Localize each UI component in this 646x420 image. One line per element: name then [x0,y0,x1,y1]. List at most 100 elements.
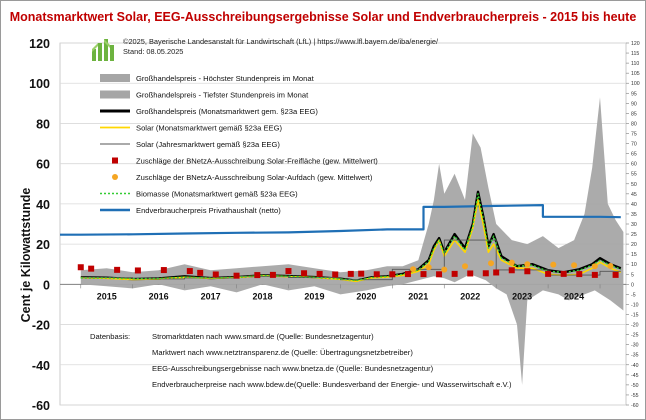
y-tick-label-right: -60 [631,403,639,409]
price-band [80,97,624,385]
y-tick-label-right: 30 [631,222,637,228]
y-tick-label-right: 5 [631,272,634,278]
y-tick-label-right: 75 [631,132,637,138]
y-tick-label-right: -15 [631,313,639,319]
datenbasis-line-4: Endverbraucherpreise nach www.bdew.de(Qu… [152,380,512,389]
point-freiflaeche [420,271,427,278]
y-tick-label-right: 60 [631,162,637,168]
legend-aufdach-label: Zuschläge der BNetzA-Ausschreibung Solar… [136,173,373,182]
axes: 120100806040200-20-40-601201151101051009… [29,37,640,413]
y-tick-label-right: 110 [631,61,639,67]
lfl-logo-icon [92,39,114,61]
point-freiflaeche [347,270,354,277]
point-freiflaeche [373,271,380,278]
datenbasis-line-2: Marktwert nach www.netztransparenz.de (Q… [152,348,413,357]
y-tick-label-right: 35 [631,212,637,218]
series-band-max-min [80,97,624,385]
point-freiflaeche [358,270,365,277]
y-tick-label: 40 [36,198,50,212]
x-tick-label: 2021 [408,291,428,301]
y-tick-label: 20 [36,238,50,252]
y-tick-label-right: 85 [631,111,637,117]
legend-aufdach-marker [112,174,118,180]
x-tick-label: 2016 [149,291,169,301]
point-freiflaeche [467,270,474,277]
point-freiflaeche [316,270,323,277]
y-tick-label-right: 55 [631,172,637,178]
point-freiflaeche [160,267,167,274]
credit-text: ©2025, Bayerische Landesanstalt für Land… [123,37,438,57]
y-tick-label-right: -25 [631,333,639,339]
point-aufdach [441,266,448,273]
point-freiflaeche [451,270,458,277]
y-tick-label-right: 0 [631,282,634,288]
y-tick-label-right: 70 [631,142,637,148]
point-freiflaeche [560,270,567,277]
y-tick-label-right: -40 [631,363,639,369]
point-freiflaeche [524,268,531,275]
y-tick-label-right: 115 [631,51,639,57]
y-tick-label: 60 [36,158,50,172]
point-aufdach [487,260,494,267]
x-tick-label: 2018 [252,291,272,301]
point-freiflaeche [186,268,193,275]
y-tick-label-right: 90 [631,101,637,107]
point-freiflaeche [493,269,500,276]
y-tick-label: 120 [29,37,50,51]
y-tick-label-right: 95 [631,91,637,97]
y-tick-label-right: 80 [631,121,637,127]
y-tick-label-right: 20 [631,242,637,248]
point-freiflaeche [436,271,443,278]
credit-line-1: ©2025, Bayerische Landesanstalt für Land… [123,37,439,46]
legend-band-low-marker [100,90,130,99]
x-tick-label: 2019 [304,291,324,301]
y-tick-label: 100 [29,77,50,91]
point-freiflaeche [134,267,141,274]
y-tick-label-right: -10 [631,302,639,308]
y-tick-label-right: 45 [631,192,637,198]
point-aufdach [571,262,578,269]
legend-band-high-label: Großhandelspreis - Höchster Stundenpreis… [136,74,315,83]
series-points [77,259,619,279]
point-freiflaeche [508,267,515,274]
point-aufdach [410,266,417,273]
y-tick-label: 0 [43,278,50,292]
x-tick-label: 2022 [460,291,480,301]
y-tick-label-right: 50 [631,182,637,188]
x-tick-label: 2023 [512,291,532,301]
y-tick-label-right: -50 [631,383,639,389]
point-freiflaeche [404,271,411,278]
y-tick-label-right: 120 [631,41,640,47]
point-freiflaeche [77,264,84,271]
point-aufdach [591,263,598,270]
legend-freiflaeche-label: Zuschläge der BNetzA-Ausschreibung Solar… [136,157,378,166]
point-freiflaeche [197,269,204,276]
legend-biomasse-label: Biomasse (Monatsmarktwert gemäß §23a EEG… [136,190,298,199]
y-tick-label-right: 10 [631,262,637,268]
y-tick-label: -60 [32,399,50,413]
point-freiflaeche [233,272,240,279]
x-tick-label: 2020 [356,291,376,301]
point-freiflaeche [591,271,598,278]
plot-area [59,42,627,406]
y-tick-label-right: -55 [631,393,639,399]
y-tick-label-right: 25 [631,232,637,238]
y-tick-label-right: 15 [631,252,637,258]
point-freiflaeche [545,270,552,277]
legend-solar-jahr-label: Solar (Jahresmarktwert gemäß §23a EEG) [136,140,280,149]
y-tick-label-right: -20 [631,323,639,329]
y-tick-label-right: -45 [631,373,639,379]
y-tick-label: -20 [32,319,50,333]
y-tick-label: -40 [32,359,50,373]
point-freiflaeche [285,268,292,275]
point-aufdach [462,263,469,270]
point-freiflaeche [254,272,261,279]
credit-line-2: Stand: 08.05.2025 [123,47,184,56]
point-freiflaeche [212,271,219,278]
point-freiflaeche [332,271,339,278]
series-endverbraucherpreis [60,204,621,236]
y-tick-label-right: -35 [631,353,639,359]
point-aufdach [425,264,432,271]
legend-band-low-label: Großhandelspreis - Tiefster Stundenpreis… [136,91,309,100]
series-biomasse [80,193,622,282]
